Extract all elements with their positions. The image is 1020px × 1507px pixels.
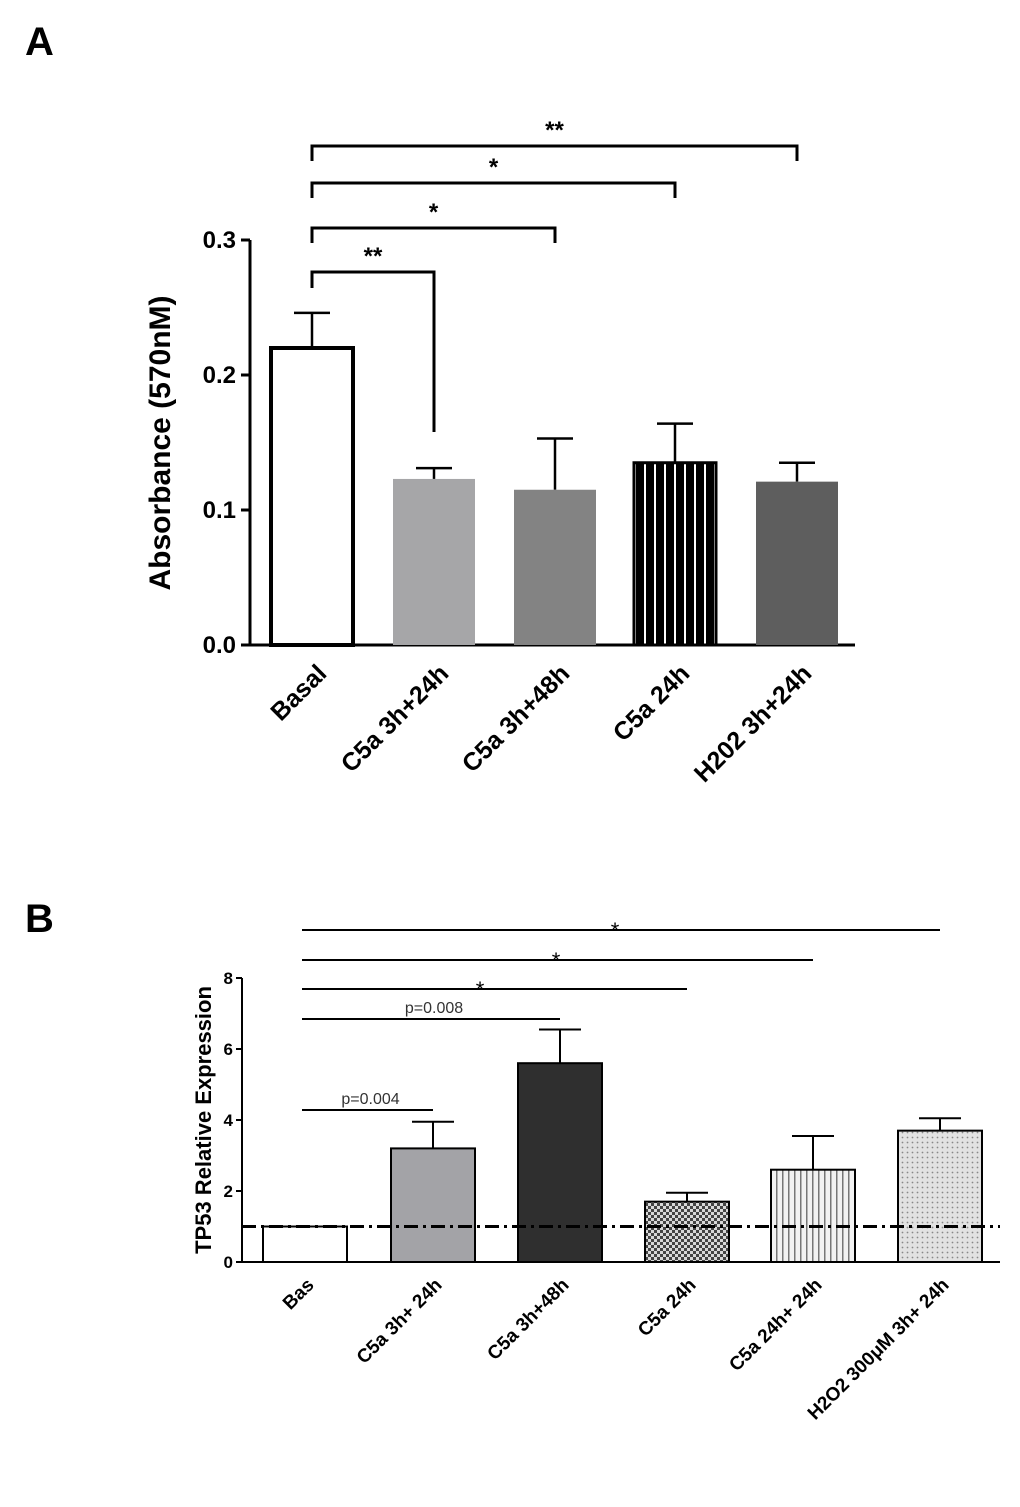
a-bar [756,481,838,645]
a-significance-bracket [310,144,799,161]
a-x-category-label: C5a 3h+48h [457,659,576,778]
a-bar [632,461,718,647]
b-y-tick-label: 6 [224,1040,233,1059]
panel-a-letter: A [25,20,54,64]
b-y-tick-label: 4 [224,1111,234,1130]
a-y-tick-label: 0.1 [203,497,236,524]
a-y-tick-label: 0.2 [203,362,236,389]
b-bar [897,1129,983,1264]
a-bar [514,489,596,645]
b-significance-label: * [611,918,620,943]
b-y-tick-label: 8 [224,969,233,988]
b-bar [390,1147,476,1264]
b-significance-label: p=0.008 [405,1000,463,1017]
a-significance-bracket [310,181,677,198]
b-x-category-label: C5a 24h+ 24h [725,1275,826,1376]
a-bar [393,478,475,645]
a-significance-label: ** [364,243,383,270]
b-x-category-label: C5a 3h+48h [484,1275,574,1365]
a-x-category-label: H202 3h+24h [689,659,817,787]
b-x-category-label: C5a 3h+ 24h [353,1275,447,1369]
a-significance-bracket [310,270,436,432]
b-y-tick-label: 0 [224,1253,233,1272]
b-x-category-label: C5a 24h [634,1275,700,1341]
b-bar [517,1062,603,1263]
a-bar [269,346,355,647]
b-y-axis-label: TP53 Relative Expression [191,986,216,1254]
a-significance-label: * [429,199,439,226]
a-y-axis-label: Absorbance (570nM) [144,295,177,590]
b-bar [644,1200,730,1264]
b-significance-label: p=0.004 [341,1091,399,1108]
b-significance-label: * [552,948,561,973]
b-x-category-label: Bas [279,1275,318,1314]
b-x-category-label: H2O2 300μM 3h+ 24h [804,1275,954,1425]
b-significance-label: * [476,977,485,1002]
a-x-category-label: Basal [265,659,332,726]
chart-b: 0 2 4 6 8 TP53 Relative Expression Bas C5a 3h+ … [191,918,1000,1424]
b-bar [262,1225,348,1263]
a-x-category-label: C5a 24h [608,659,696,747]
panel-b-letter: B [25,897,54,941]
a-significance-bracket [310,226,557,243]
b-y-tick-label: 2 [224,1182,233,1201]
a-significance-label: ** [545,117,564,144]
a-y-tick-label: 0.3 [203,227,236,254]
a-x-category-label: C5a 3h+24h [336,659,455,778]
a-significance-label: * [489,154,499,181]
a-y-tick-label: 0.0 [203,632,236,659]
b-bar [770,1168,856,1263]
